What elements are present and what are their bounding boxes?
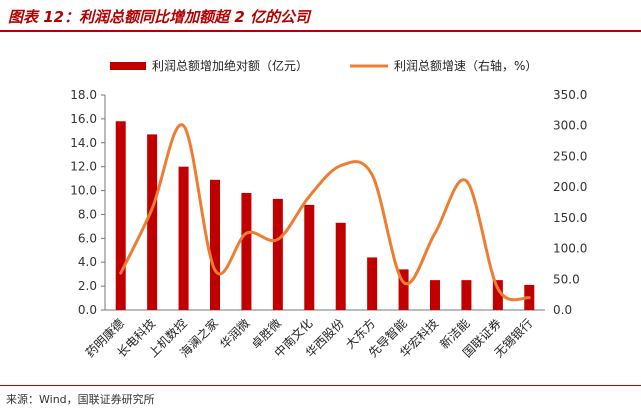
- bottom-rule: [0, 385, 641, 386]
- bar: [115, 121, 126, 311]
- legend: 利润总额增加绝对额（亿元） 利润总额增速（右轴，%）: [110, 58, 537, 73]
- right-tick-label: 350.0: [553, 88, 587, 102]
- bar: [272, 198, 283, 310]
- bar-series: [115, 121, 535, 311]
- right-tick-label: 0.0: [553, 303, 572, 317]
- bar: [335, 222, 346, 310]
- left-tick-label: 10.0: [70, 184, 97, 198]
- bar: [304, 204, 315, 310]
- bar: [147, 134, 158, 310]
- chart: 利润总额增加绝对额（亿元） 利润总额增速（右轴，%） 0.0 2.0 4.0 6.0 8.…: [70, 58, 587, 361]
- left-tick-label: 8.0: [78, 207, 97, 221]
- title-rule: [0, 30, 641, 32]
- source-note: 来源：Wind，国联证券研究所: [6, 393, 155, 406]
- legend-line-label: 利润总额增速（右轴，%）: [394, 58, 537, 73]
- left-tick-label: 12.0: [70, 160, 97, 174]
- left-tick-label: 6.0: [78, 231, 97, 245]
- left-tick-label: 0.0: [78, 303, 97, 317]
- legend-bar-swatch: [110, 62, 146, 70]
- category-label: 华润微: [217, 316, 252, 351]
- bar: [430, 280, 440, 310]
- growth-line: [119, 123, 531, 302]
- bar: [398, 269, 409, 310]
- right-tick-label: 200.0: [553, 180, 587, 194]
- right-tick-label: 100.0: [553, 242, 587, 256]
- legend-bar-label: 利润总额增加绝对额（亿元）: [152, 58, 308, 73]
- category-labels: 药明康德长电科技上机数控海澜之家华润微卓胜微中南文化华西股份大东方先导智能华宏科…: [82, 316, 535, 361]
- bar: [178, 166, 189, 310]
- right-tick-label: 250.0: [553, 149, 587, 163]
- line-series: [119, 123, 531, 302]
- bar: [367, 257, 378, 310]
- left-tick-label: 18.0: [70, 88, 97, 102]
- left-tick-label: 4.0: [78, 255, 97, 269]
- left-tick-label: 14.0: [70, 136, 97, 150]
- right-tick-label: 150.0: [553, 211, 587, 225]
- bar: [210, 179, 220, 310]
- chart-title: 图表 12：利润总额同比增加额超 2 亿的公司: [8, 8, 310, 26]
- axes: 0.0 2.0 4.0 6.0 8.0 10.0 12.0 14.0 16.0 18.0 0.0 50…: [70, 88, 587, 317]
- right-tick-label: 50.0: [553, 272, 580, 286]
- bar: [492, 280, 503, 310]
- bar: [241, 192, 252, 310]
- bar: [461, 280, 472, 310]
- left-tick-label: 2.0: [78, 279, 97, 293]
- right-tick-label: 300.0: [553, 119, 587, 133]
- left-tick-label: 16.0: [70, 112, 97, 126]
